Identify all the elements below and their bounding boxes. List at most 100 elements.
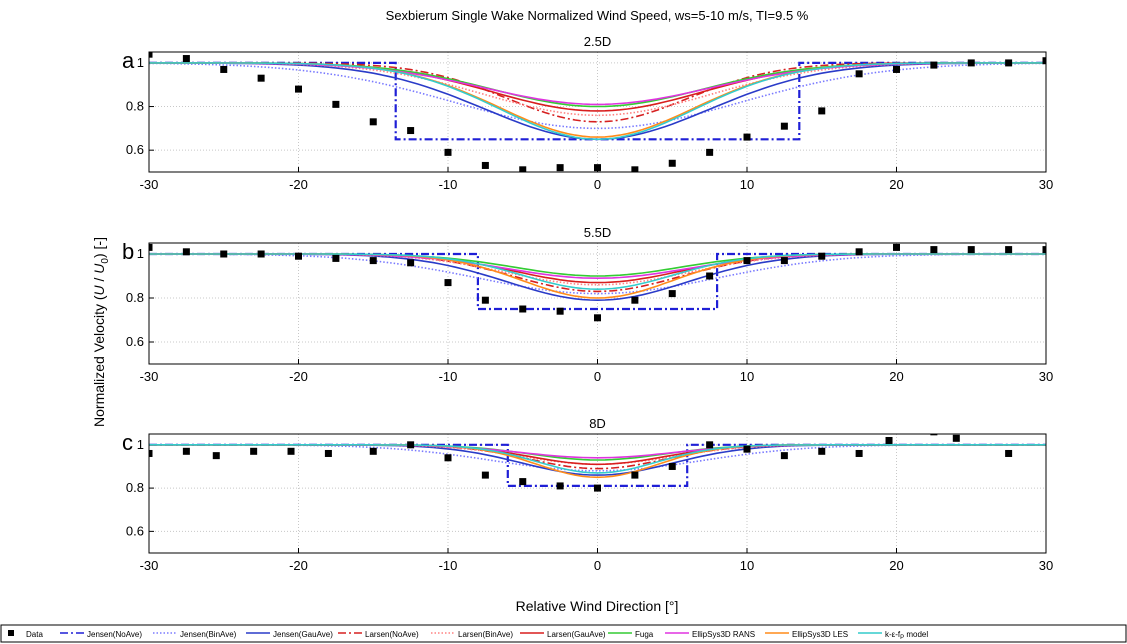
data-point: [369, 118, 377, 126]
data-point: [706, 148, 714, 156]
data-point: [631, 471, 639, 479]
data-point: [519, 305, 527, 313]
data-point: [743, 257, 751, 265]
legend-swatch: [8, 630, 14, 636]
legend-item: Jensen(GauAve): [246, 630, 333, 639]
data-point: [1042, 57, 1046, 65]
x-tick-label: 20: [889, 558, 903, 573]
x-tick-label: -30: [140, 369, 159, 384]
y-axis-label-prefix: Normalized Velocity (: [91, 295, 107, 427]
x-tick-label: 10: [740, 558, 754, 573]
legend-label: EllipSys3D LES: [792, 630, 848, 639]
data-point: [220, 250, 228, 258]
data-point: [1005, 449, 1013, 457]
data-point: [818, 107, 826, 115]
y-tick-label: 0.8: [126, 290, 144, 305]
legend-label: Data: [26, 630, 43, 639]
legend-item: Fuga: [608, 630, 654, 639]
legend-label: Fuga: [635, 630, 654, 639]
data-point: [212, 452, 220, 460]
legend-item: EllipSys3D RANS: [665, 630, 755, 639]
data-point: [556, 482, 564, 490]
panel-c: -30 -20 -10 0 10 20 30 0.6 0.8 1c 8D: [122, 416, 1053, 573]
data-point: [407, 259, 415, 267]
x-tick-label: 30: [1039, 558, 1053, 573]
data-point: [631, 166, 639, 172]
panel-a: -30 -20 -10 0 10 20 30 0.6 0.8 1a 2.5D: [122, 34, 1053, 192]
data-point: [855, 70, 863, 78]
legend-label: Jensen(BinAve): [180, 630, 237, 639]
data-point: [818, 252, 826, 260]
legend-box: [0, 624, 1127, 643]
legend-label: Larsen(GauAve): [547, 630, 606, 639]
legend: Data Jensen(NoAve) Jensen(BinAve) Jensen(Ga…: [0, 624, 1127, 643]
x-tick-label: 0: [594, 558, 601, 573]
legend-item: Jensen(BinAve): [153, 630, 237, 639]
x-tick-label: 0: [594, 177, 601, 192]
legend-label-main: k-ε-f: [885, 630, 901, 639]
x-tick-label: -30: [140, 558, 159, 573]
y-tick-label: 0.8: [126, 99, 144, 114]
data-point: [706, 441, 714, 449]
data-point: [668, 159, 676, 167]
x-tick-label: -10: [439, 558, 458, 573]
data-point: [332, 100, 340, 108]
panel-background: [149, 434, 1046, 553]
data-point: [594, 484, 601, 492]
data-point: [743, 445, 751, 453]
x-tick-label: -10: [439, 369, 458, 384]
data-point: [369, 447, 377, 455]
plot-area: [149, 434, 1046, 492]
y-axis-label-u: U: [91, 284, 107, 295]
x-tick-label: 10: [740, 369, 754, 384]
x-tick-label: -20: [289, 369, 308, 384]
data-point: [930, 61, 938, 69]
data-point: [1005, 59, 1013, 67]
legend-label-end: model: [904, 630, 928, 639]
data-point: [444, 148, 452, 156]
data-point: [519, 478, 527, 486]
data-point: [257, 250, 265, 258]
data-point: [930, 434, 938, 436]
data-point: [369, 257, 377, 265]
data-point: [556, 307, 564, 315]
legend-label: Jensen(NoAve): [87, 630, 142, 639]
series-line-k-fp-model: [149, 62, 1046, 141]
y-tick-label: 1: [137, 55, 144, 70]
x-tick-label: -10: [439, 177, 458, 192]
data-point: [952, 434, 960, 442]
data-point: [295, 252, 302, 260]
x-tick-label: 0: [594, 369, 601, 384]
legend-label-sub: P: [900, 635, 904, 641]
data-point: [556, 164, 564, 172]
legend-item: EllipSys3D LES: [765, 630, 848, 639]
legend-item: Larsen(GauAve): [520, 630, 606, 639]
y-axis-label-mid: /: [91, 274, 107, 286]
data-point: [631, 296, 639, 304]
data-point: [855, 248, 863, 256]
data-point: [780, 122, 788, 130]
data-point: [295, 85, 302, 93]
series-line-jensen-noave-: [149, 443, 1046, 487]
legend-label: Larsen(BinAve): [458, 630, 513, 639]
data-point: [287, 447, 295, 455]
plot-area: [149, 52, 1046, 172]
x-tick-label: -30: [140, 177, 159, 192]
x-tick-label: 10: [740, 177, 754, 192]
data-point: [182, 248, 190, 256]
data-point: [220, 65, 228, 73]
data-point: [407, 127, 415, 135]
data-point: [149, 449, 153, 457]
figure-title: Sexbierum Single Wake Normalized Wind Sp…: [386, 8, 809, 23]
y-tick-label: 0.6: [126, 142, 144, 157]
data-point: [780, 257, 788, 265]
data-point: [855, 449, 863, 457]
panel-letter: b: [122, 239, 134, 264]
x-tick-label: 30: [1039, 177, 1053, 192]
data-point: [444, 279, 452, 287]
data-point: [444, 454, 452, 462]
x-tick-label: 30: [1039, 369, 1053, 384]
data-point: [885, 436, 893, 444]
